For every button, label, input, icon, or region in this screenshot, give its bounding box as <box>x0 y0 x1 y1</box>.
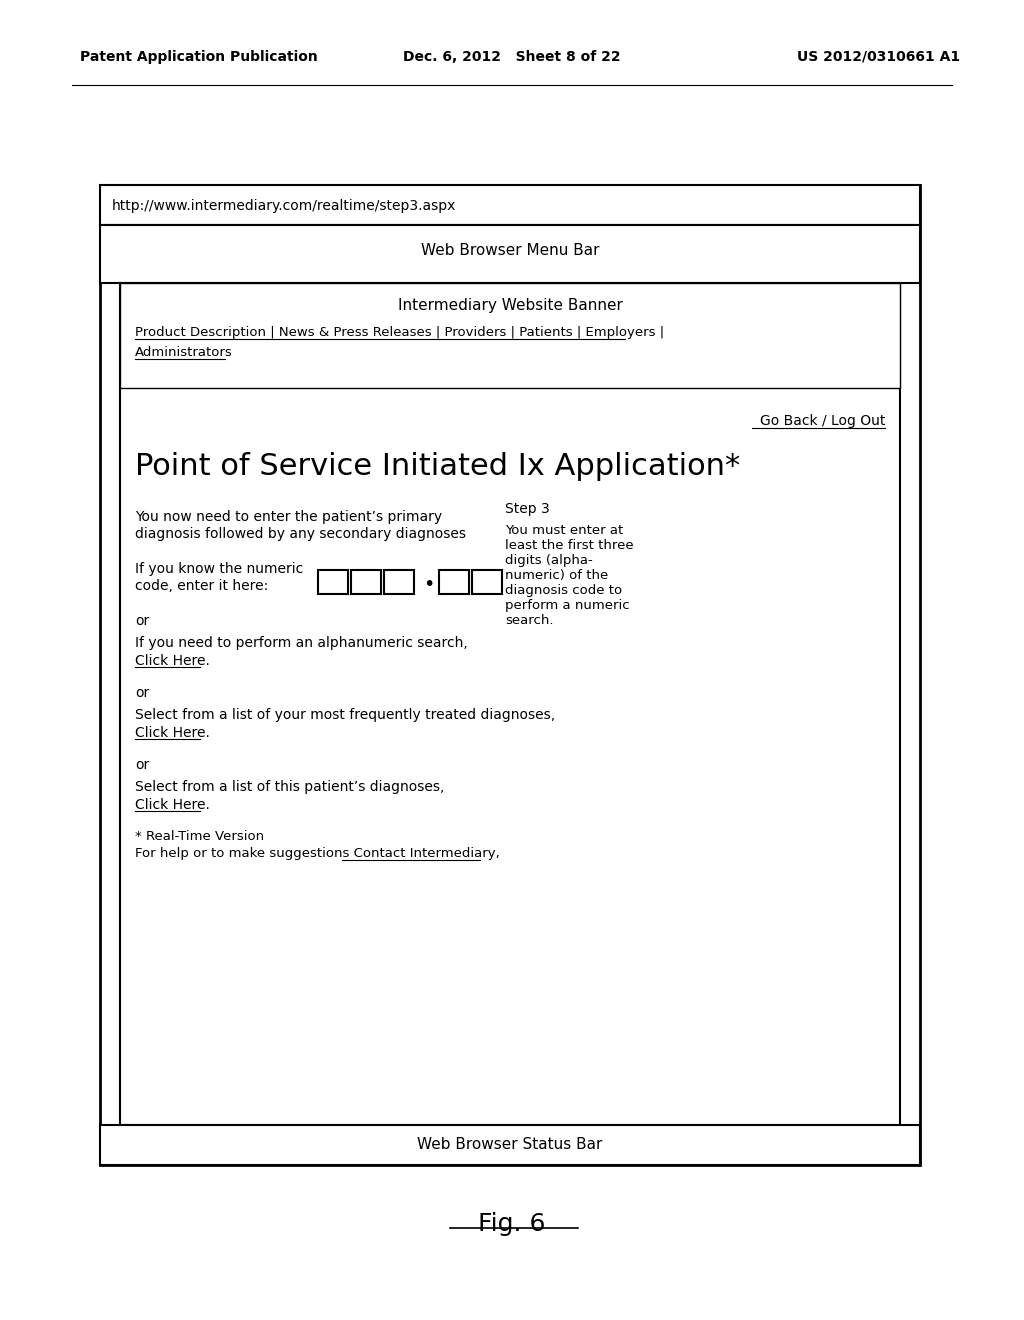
Text: You now need to enter the patient’s primary: You now need to enter the patient’s prim… <box>135 510 442 524</box>
Text: perform a numeric: perform a numeric <box>505 599 630 612</box>
Text: Point of Service Initiated Ix Application*: Point of Service Initiated Ix Applicatio… <box>135 451 740 480</box>
Text: Intermediary Website Banner: Intermediary Website Banner <box>397 298 623 313</box>
Bar <box>384 570 414 594</box>
Text: Step 3: Step 3 <box>505 502 550 516</box>
Text: http://www.intermediary.com/realtime/step3.aspx: http://www.intermediary.com/realtime/ste… <box>112 199 457 213</box>
Text: Patent Application Publication: Patent Application Publication <box>80 50 317 63</box>
Text: US 2012/0310661 A1: US 2012/0310661 A1 <box>797 50 961 63</box>
Text: Web Browser Menu Bar: Web Browser Menu Bar <box>421 243 599 257</box>
Text: diagnosis code to: diagnosis code to <box>505 583 623 597</box>
Text: You must enter at: You must enter at <box>505 524 624 537</box>
Text: Click Here.: Click Here. <box>135 726 210 741</box>
Text: least the first three: least the first three <box>505 539 634 552</box>
Bar <box>120 282 900 1125</box>
Text: digits (alpha-: digits (alpha- <box>505 554 593 568</box>
Text: For help or to make suggestions Contact Intermediary,: For help or to make suggestions Contact … <box>135 847 500 861</box>
Text: Go Back / Log Out: Go Back / Log Out <box>760 414 885 428</box>
Text: Administrators: Administrators <box>135 346 232 359</box>
Text: diagnosis followed by any secondary diagnoses: diagnosis followed by any secondary diag… <box>135 527 466 541</box>
Bar <box>100 224 920 282</box>
Bar <box>100 185 920 1166</box>
Text: Click Here.: Click Here. <box>135 653 210 668</box>
Text: search.: search. <box>505 614 554 627</box>
Bar <box>472 570 502 594</box>
Bar <box>318 570 348 594</box>
Text: •: • <box>423 574 434 594</box>
Text: Select from a list of your most frequently treated diagnoses,: Select from a list of your most frequent… <box>135 708 555 722</box>
Bar <box>120 282 900 388</box>
Text: If you know the numeric: If you know the numeric <box>135 562 303 576</box>
Text: If you need to perform an alphanumeric search,: If you need to perform an alphanumeric s… <box>135 636 468 649</box>
Text: Web Browser Status Bar: Web Browser Status Bar <box>418 1137 603 1152</box>
Text: Select from a list of this patient’s diagnoses,: Select from a list of this patient’s dia… <box>135 780 444 795</box>
Text: or: or <box>135 686 150 700</box>
Text: Product Description | News & Press Releases | Providers | Patients | Employers |: Product Description | News & Press Relea… <box>135 326 665 339</box>
Text: * Real-Time Version: * Real-Time Version <box>135 830 264 843</box>
Bar <box>100 185 920 224</box>
Text: numeric) of the: numeric) of the <box>505 569 608 582</box>
Text: Dec. 6, 2012   Sheet 8 of 22: Dec. 6, 2012 Sheet 8 of 22 <box>403 50 621 63</box>
Text: code, enter it here:: code, enter it here: <box>135 579 268 593</box>
Text: or: or <box>135 614 150 628</box>
Text: Click Here.: Click Here. <box>135 799 210 812</box>
Bar <box>100 1125 920 1166</box>
Text: Fig. 6: Fig. 6 <box>478 1212 546 1236</box>
Text: or: or <box>135 758 150 772</box>
Bar <box>351 570 381 594</box>
Bar <box>439 570 469 594</box>
